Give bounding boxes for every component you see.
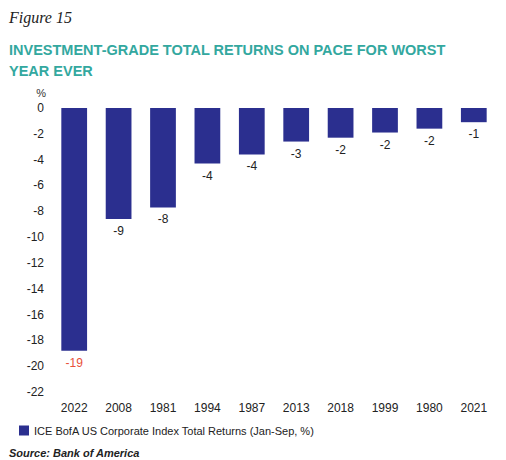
svg-text:-2: -2 [335, 143, 346, 157]
svg-text:2018: 2018 [327, 401, 354, 415]
svg-text:INVESTMENT-GRADE TOTAL RETURNS: INVESTMENT-GRADE TOTAL RETURNS ON PACE F… [9, 42, 449, 58]
svg-text:1981: 1981 [150, 401, 177, 415]
svg-text:-6: -6 [33, 178, 44, 192]
svg-text:-19: -19 [66, 356, 84, 370]
svg-text:-4: -4 [202, 169, 213, 183]
svg-text:ICE BofA US Corporate Index To: ICE BofA US Corporate Index Total Return… [34, 425, 314, 437]
svg-text:-9: -9 [113, 224, 124, 238]
svg-text:2021: 2021 [460, 401, 487, 415]
svg-text:1994: 1994 [194, 401, 221, 415]
svg-text:-20: -20 [27, 359, 45, 373]
svg-text:-4: -4 [246, 159, 257, 173]
svg-text:-8: -8 [33, 204, 44, 218]
svg-text:-2: -2 [424, 134, 435, 148]
svg-text:-1: -1 [468, 127, 479, 141]
svg-text:Source: Bank of America: Source: Bank of America [9, 447, 139, 459]
svg-text:1999: 1999 [372, 401, 399, 415]
svg-text:-22: -22 [27, 385, 45, 399]
svg-text:-2: -2 [380, 138, 391, 152]
svg-text:2022: 2022 [61, 401, 88, 415]
svg-text:-2: -2 [33, 127, 44, 141]
svg-text:1987: 1987 [238, 401, 265, 415]
svg-text:-12: -12 [27, 256, 45, 270]
svg-text:Figure 15: Figure 15 [8, 9, 72, 27]
svg-text:-4: -4 [33, 153, 44, 167]
svg-text:-10: -10 [27, 230, 45, 244]
svg-text:0: 0 [37, 101, 44, 115]
svg-text:-14: -14 [27, 282, 45, 296]
svg-text:-8: -8 [158, 212, 169, 226]
svg-text:-16: -16 [27, 308, 45, 322]
svg-text:-3: -3 [291, 147, 302, 161]
svg-text:YEAR EVER: YEAR EVER [9, 63, 93, 79]
svg-text:2008: 2008 [105, 401, 132, 415]
svg-text:-18: -18 [27, 333, 45, 347]
svg-text:1980: 1980 [416, 401, 443, 415]
svg-text:2013: 2013 [283, 401, 310, 415]
svg-text:%: % [36, 87, 46, 99]
